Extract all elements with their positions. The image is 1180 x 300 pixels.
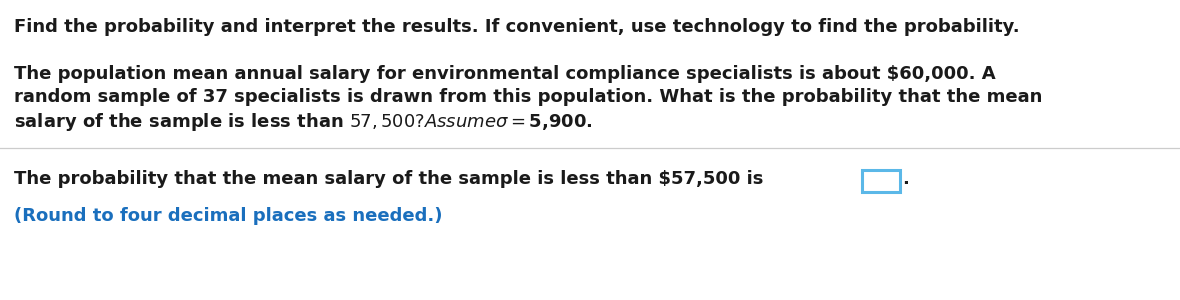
Text: The population mean annual salary for environmental compliance specialists is ab: The population mean annual salary for en… bbox=[14, 65, 996, 83]
Text: .: . bbox=[902, 170, 909, 188]
FancyBboxPatch shape bbox=[863, 170, 900, 192]
Text: Find the probability and interpret the results. If convenient, use technology to: Find the probability and interpret the r… bbox=[14, 18, 1020, 36]
Text: salary of the sample is less than $57,500? Assume σ = $5,900.: salary of the sample is less than $57,50… bbox=[14, 111, 592, 133]
Text: The probability that the mean salary of the sample is less than $57,500 is: The probability that the mean salary of … bbox=[14, 170, 769, 188]
Text: (Round to four decimal places as needed.): (Round to four decimal places as needed.… bbox=[14, 207, 442, 225]
Text: random sample of 37 specialists is drawn from this population. What is the proba: random sample of 37 specialists is drawn… bbox=[14, 88, 1042, 106]
